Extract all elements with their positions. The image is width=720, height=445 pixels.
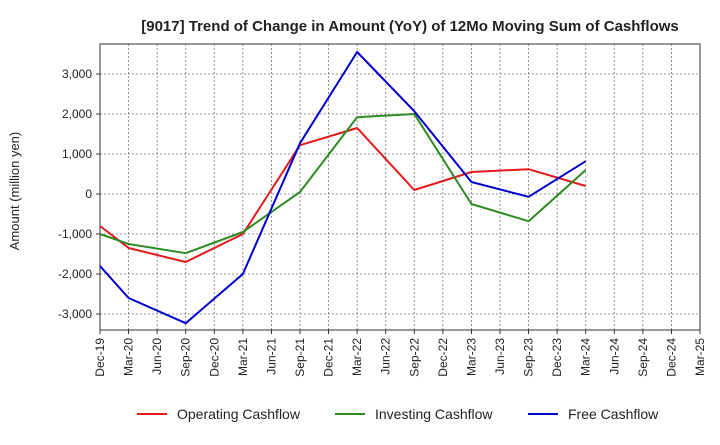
grid-layer [99,44,701,330]
x-tick-label: Sep-24 [636,338,650,377]
y-axis-label: Amount (million yen) [7,132,22,251]
x-tick-label: Sep-22 [407,338,421,377]
y-tick-label: -2,000 [58,267,92,281]
free-cashflow-line [99,51,587,325]
plot-frame [99,43,701,331]
legend-label-investing-cashflow: Investing Cashflow [375,406,493,422]
x-tick-label: Mar-22 [350,338,364,376]
y-tick-label: 1,000 [62,147,92,161]
y-tick-label: 0 [85,187,92,201]
x-tick-label: Jun-21 [264,338,278,375]
x-tick-label: Sep-21 [293,338,307,377]
axis-layer: Dec-19 Mar-20 Jun-20 Sep-20 Dec-20 Mar-21 Jun-… [58,43,707,377]
chart-title: [9017] Trend of Change in Amount (YoY) o… [141,18,679,35]
x-tick-label: Mar-25 [693,338,707,376]
x-tick-label: Dec-22 [436,338,450,377]
legend: Operating Cashflow Investing Cashflow Free… [137,406,659,422]
x-tick-label: Mar-24 [579,338,593,376]
x-tick-label: Mar-20 [122,338,136,376]
x-tick-label: Mar-23 [464,338,478,376]
x-tick-label: Mar-21 [236,338,250,376]
legend-label-free-cashflow: Free Cashflow [568,406,659,422]
x-tick-label: Jun-24 [607,338,621,375]
y-tick-label: -3,000 [58,307,92,321]
y-tick-label: 2,000 [62,107,92,121]
x-tick-label: Sep-20 [179,338,193,377]
x-tick-label: Jun-23 [493,338,507,375]
y-tick-label: -1,000 [58,227,92,241]
x-tick-label: Jun-22 [379,338,393,375]
operating-cashflow-line [99,127,586,263]
series-layer [99,51,587,325]
legend-label-operating-cashflow: Operating Cashflow [177,406,301,422]
x-tick-label: Dec-19 [93,338,107,377]
y-tick-label: 3,000 [62,67,92,81]
x-tick-label: Sep-23 [522,338,536,377]
x-tick-label: Dec-24 [664,338,678,377]
x-tick-label: Jun-20 [150,338,164,375]
x-tick-label: Dec-23 [550,338,564,377]
x-tick-label: Dec-21 [322,338,336,377]
x-tick-label: Dec-20 [207,338,221,377]
investing-cashflow-line [99,113,587,255]
